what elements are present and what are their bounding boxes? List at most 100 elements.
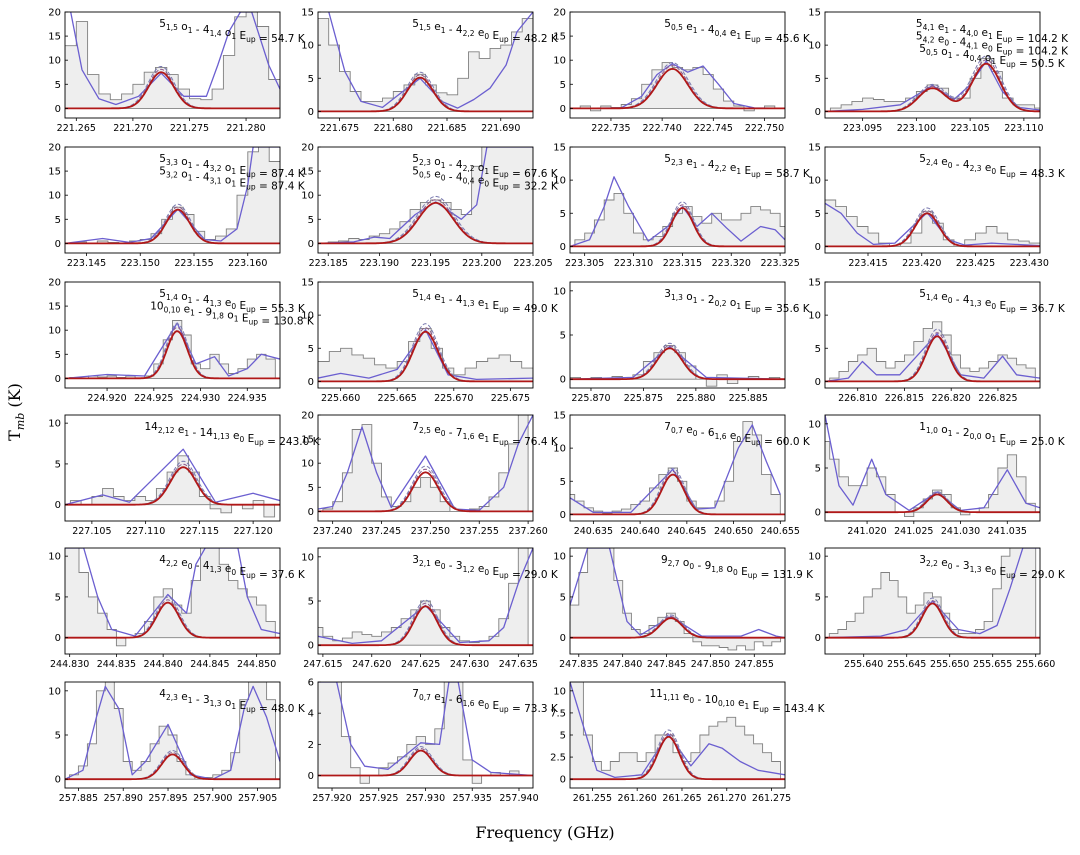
y-tick-label: 15 [553, 143, 566, 154]
x-tick-label: 225.880 [676, 393, 715, 404]
y-tick-label: 10 [808, 311, 821, 322]
line-model-curve [570, 473, 785, 516]
spectrum-panel-10: 0 5 10 15 225.660 225.665 225.670 225.675 51,4 e… [301, 278, 559, 405]
y-tick-label: 0 [308, 641, 314, 652]
model-dashed-1 [825, 597, 1040, 639]
transition-label: 51,4 e1 - 41,3 e1 Eup = 49.0 K [412, 288, 559, 315]
line-model-curve [825, 493, 1040, 514]
y-tick-label: 5 [815, 209, 821, 220]
x-tick-label: 223.325 [760, 258, 799, 269]
y-tick-label: 10 [301, 41, 314, 52]
y-tick-label: 10 [48, 552, 61, 563]
line-model-curve [825, 212, 1040, 248]
transition-label: 53,3 o1 - 43,2 o1 Eup = 87.4 K [159, 153, 306, 180]
x-tick-label: 221.270 [113, 123, 152, 134]
x-tick-label: 257.905 [238, 793, 277, 804]
y-tick-label: 0 [308, 107, 314, 118]
axes-frame [64, 11, 281, 119]
x-tick-label: 223.310 [614, 258, 653, 269]
x-tick-label: 237.240 [313, 526, 352, 537]
line-model-curve [570, 67, 785, 110]
transition-label: 70,7 e0 - 61,6 e0 Eup = 60.0 K [664, 421, 811, 448]
x-tick-label: 261.255 [573, 793, 612, 804]
transition-label: 50,5 e1 - 40,4 e1 Eup = 45.6 K [664, 18, 811, 45]
spectrum-panel-20: 0 5 10 255.640 255.645 255.650 255.655 255.660 3… [808, 547, 1066, 670]
line-model-curve [570, 347, 785, 381]
x-tick-label: 240.655 [761, 526, 800, 537]
line-model-curve [318, 749, 533, 777]
observed-spectrum [65, 682, 276, 780]
y-tick-label: 0 [815, 377, 821, 388]
x-tick-label: 247.615 [303, 659, 342, 670]
spectrum-panel-8: 0 5 10 15 223.415 223.420 223.425 223.430 52,4 e… [808, 143, 1066, 270]
x-tick-label: 261.265 [662, 793, 701, 804]
x-tick-label: 223.320 [712, 258, 751, 269]
y-tick-label: 10 [48, 419, 61, 430]
x-tick-label: 221.265 [57, 123, 96, 134]
y-tick-label: 2.5 [550, 753, 566, 764]
axes-frame [317, 11, 534, 119]
x-tick-label: 221.680 [374, 123, 413, 134]
y-tick-label: 5 [55, 80, 61, 91]
y-tick-label: 15 [48, 302, 61, 313]
y-tick-label: 10 [553, 444, 566, 455]
x-tick-label: 247.840 [603, 659, 642, 670]
full-model-curve [570, 62, 785, 110]
axes-frame [317, 281, 534, 389]
y-tick-label: 10 [301, 191, 314, 202]
x-tick-label: 225.870 [571, 393, 610, 404]
y-tick-label: 5 [815, 344, 821, 355]
y-tick-label: 6 [308, 678, 314, 689]
line-model-curve [318, 605, 533, 647]
plot-area [318, 415, 533, 513]
full-model-curve [65, 685, 280, 780]
spectrum-panel-6: 0 5 10 15 20 223.185 223.190 223.195 223.200 223.… [301, 143, 559, 270]
y-tick-label: 0 [55, 239, 61, 250]
transition-label: 51,5 o1 - 41,4 o1 Eup = 54.7 K [159, 18, 306, 45]
line-model-curve [65, 330, 280, 380]
y-tick-label: 10 [553, 552, 566, 563]
model-dashed-2 [318, 468, 533, 512]
y-tick-label: 15 [301, 167, 314, 178]
spectrum-panel-12: 0 5 10 15 226.810 226.815 226.820 226.825 51,4 e… [808, 278, 1066, 405]
x-tick-label: 223.095 [843, 123, 882, 134]
spectrum-panel-14: 0 5 10 15 20 237.240 237.245 237.250 237.255 237.… [301, 411, 559, 538]
x-tick-label: 226.820 [932, 393, 971, 404]
y-tick-label: 0 [560, 242, 566, 253]
y-tick-label: 5 [560, 477, 566, 488]
plot-area [825, 548, 1040, 639]
x-tick-label: 225.660 [321, 393, 360, 404]
axes-frame [64, 146, 281, 254]
x-tick-label: 244.840 [144, 659, 183, 670]
axes-frame [64, 547, 281, 655]
plot-area [570, 342, 785, 387]
y-tick-label: 20 [48, 8, 61, 19]
x-tick-label: 241.035 [988, 526, 1027, 537]
x-tick-label: 225.885 [729, 393, 768, 404]
x-tick-label: 261.270 [707, 793, 746, 804]
y-tick-label: 10 [808, 419, 821, 430]
y-tick-label: 5 [308, 74, 314, 85]
x-tick-label: 223.415 [848, 258, 887, 269]
x-tick-label: 257.940 [499, 793, 538, 804]
spectrum-panel-7: 0 5 10 15 223.305 223.310 223.315 223.320 223.32… [553, 143, 811, 270]
plot-area [318, 682, 533, 784]
x-tick-label: 247.635 [499, 659, 538, 670]
plot-area [65, 147, 280, 245]
x-tick-label: 223.420 [902, 258, 941, 269]
axes-frame [64, 281, 281, 389]
spectrum-panel-19: 0 5 10 247.835 247.840 247.845 247.850 247.855 9… [553, 547, 814, 670]
axes-frame [569, 11, 786, 119]
x-tick-label: 244.845 [190, 659, 229, 670]
line-model-curve [318, 76, 533, 113]
x-tick-label: 241.025 [894, 526, 933, 537]
x-tick-label: 241.020 [847, 526, 886, 537]
y-tick-label: 15 [301, 435, 314, 446]
x-tick-label: 241.030 [941, 526, 980, 537]
transition-label: 51,4 e0 - 41,3 e0 Eup = 36.7 K [919, 288, 1066, 315]
y-tick-label: 0 [55, 500, 61, 511]
y-tick-label: 10 [48, 56, 61, 67]
y-tick-label: 10 [553, 56, 566, 67]
x-tick-label: 223.155 [174, 258, 213, 269]
figure-y-label: Tmb (K) [5, 383, 27, 441]
